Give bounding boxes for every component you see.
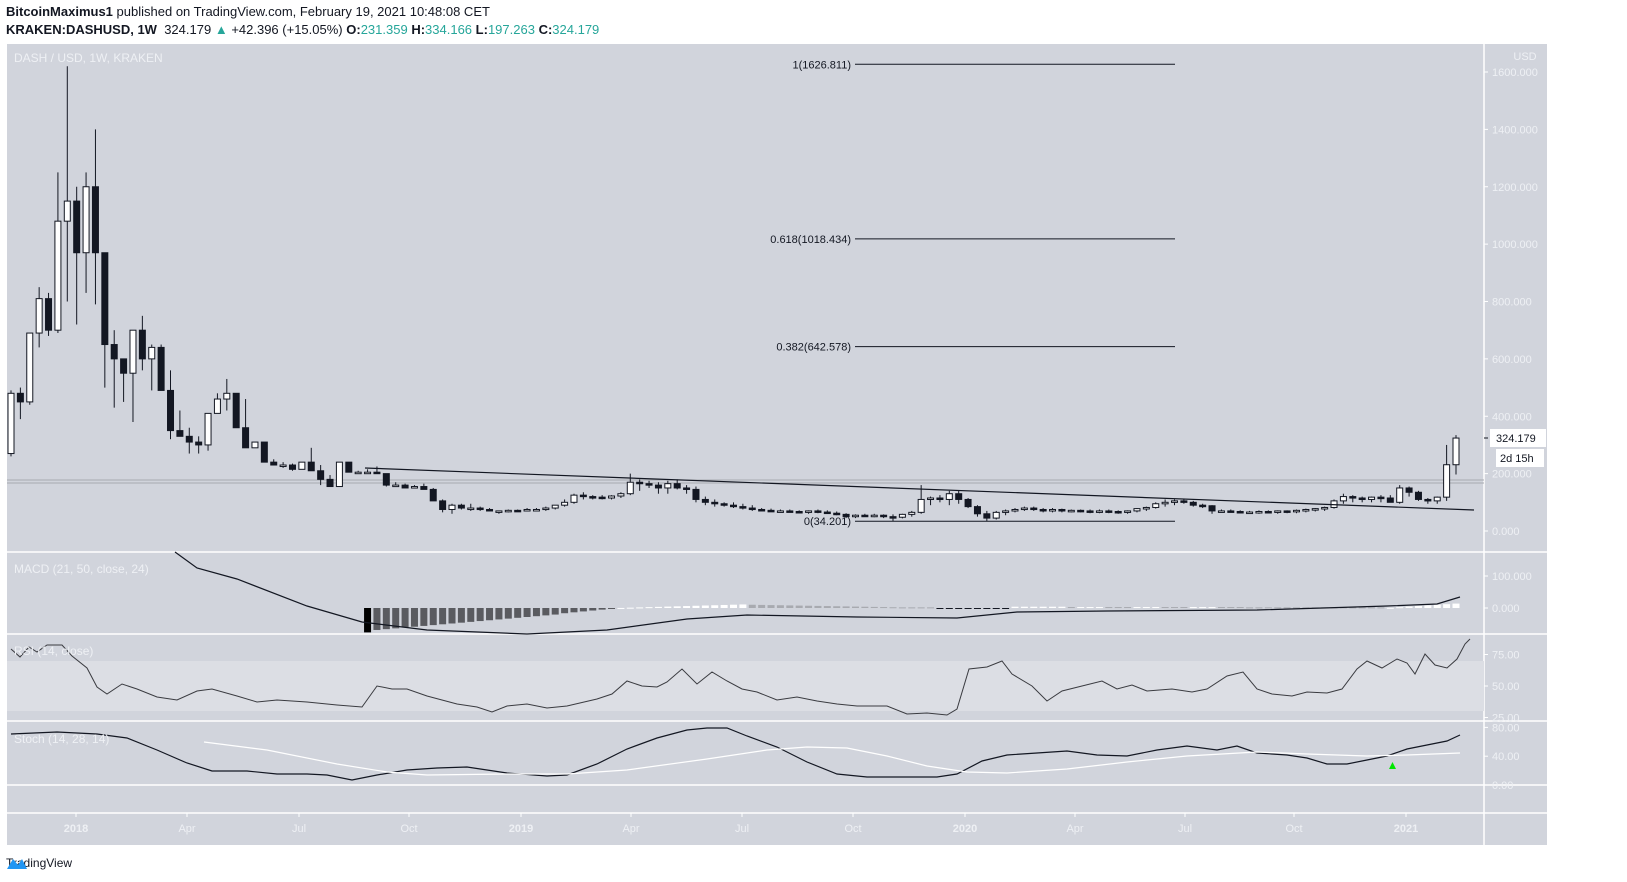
svg-text:324.179: 324.179	[1496, 433, 1536, 445]
svg-text:25.00: 25.00	[1492, 713, 1520, 725]
symbol-name: KRAKEN:DASHUSD, 1W	[6, 22, 157, 37]
svg-text:2021: 2021	[1394, 823, 1418, 835]
svg-text:Jul: Jul	[1178, 823, 1192, 835]
tradingview-logo[interactable]: TradingView	[6, 856, 72, 870]
svg-text:50.00: 50.00	[1492, 681, 1520, 693]
svg-text:0.00: 0.00	[1492, 780, 1513, 792]
publish-info: BitcoinMaximus1 published on TradingView…	[6, 4, 490, 19]
svg-text:Apr: Apr	[1066, 823, 1083, 835]
chart-area[interactable]: USD 1600.000 1400.000 1200.000 1000.000 800.0…	[7, 44, 1547, 845]
svg-text:1000.000: 1000.000	[1492, 239, 1538, 251]
svg-text:0.000: 0.000	[1492, 526, 1520, 538]
price-change: +42.396 (+15.05%)	[231, 22, 343, 37]
svg-text:2019: 2019	[509, 823, 533, 835]
rsi-pane-title: RSI (14, close)	[14, 644, 94, 658]
macd-pane-title: MACD (21, 50, close, 24)	[14, 562, 149, 576]
svg-text:2020: 2020	[953, 823, 977, 835]
svg-text:0.618(1018.434): 0.618(1018.434)	[770, 234, 851, 246]
main-pane-title: DASH / USD, 1W, KRAKEN	[14, 51, 163, 65]
published-text: published on TradingView.com, February 1…	[116, 4, 490, 19]
svg-text:0.382(642.578): 0.382(642.578)	[776, 342, 851, 354]
svg-text:Jul: Jul	[292, 823, 306, 835]
low-label: L:	[475, 22, 488, 37]
svg-text:75.00: 75.00	[1492, 650, 1520, 662]
svg-text:Apr: Apr	[178, 823, 195, 835]
publisher-name: BitcoinMaximus1	[6, 4, 113, 19]
svg-text:1400.000: 1400.000	[1492, 124, 1538, 136]
svg-text:Oct: Oct	[844, 823, 861, 835]
buy-signal-arrow-icon	[1389, 762, 1396, 769]
high-label: H:	[411, 22, 426, 37]
svg-text:100.000: 100.000	[1492, 571, 1532, 583]
symbol-legend: KRAKEN:DASHUSD, 1W 324.179 ▲ +42.396 (+1…	[6, 22, 599, 37]
low-value: 197.263	[487, 22, 535, 37]
svg-text:1200.000: 1200.000	[1492, 182, 1538, 194]
svg-text:400.000: 400.000	[1492, 411, 1532, 423]
svg-text:1(1626.811): 1(1626.811)	[792, 59, 851, 71]
svg-text:0(34.201): 0(34.201)	[804, 516, 851, 528]
svg-text:Jul: Jul	[735, 823, 749, 835]
svg-text:2d 15h: 2d 15h	[1500, 453, 1534, 465]
svg-text:Oct: Oct	[1285, 823, 1302, 835]
svg-text:800.000: 800.000	[1492, 297, 1532, 309]
close-label: C:	[538, 22, 553, 37]
up-triangle-icon: ▲	[214, 22, 228, 37]
svg-text:1600.000: 1600.000	[1492, 67, 1538, 79]
high-value: 334.166	[425, 22, 473, 37]
svg-text:80.00: 80.00	[1492, 722, 1520, 734]
last-price: 324.179	[164, 22, 212, 37]
svg-text:2018: 2018	[64, 823, 88, 835]
open-label: O:	[346, 22, 361, 37]
axis-currency: USD	[1513, 51, 1536, 63]
svg-text:Oct: Oct	[400, 823, 417, 835]
close-value: 324.179	[552, 22, 600, 37]
tradingview-logo-icon	[7, 859, 27, 869]
svg-text:Apr: Apr	[622, 823, 639, 835]
svg-text:0.000: 0.000	[1492, 603, 1520, 615]
svg-text:200.000: 200.000	[1492, 469, 1532, 481]
svg-text:40.00: 40.00	[1492, 751, 1520, 763]
stoch-pane-title: Stoch (14, 28, 14)	[14, 732, 110, 746]
open-value: 231.359	[360, 22, 408, 37]
svg-text:600.000: 600.000	[1492, 354, 1532, 366]
chart-canvas[interactable]: USD 1600.000 1400.000 1200.000 1000.000 800.0…	[7, 44, 1547, 845]
